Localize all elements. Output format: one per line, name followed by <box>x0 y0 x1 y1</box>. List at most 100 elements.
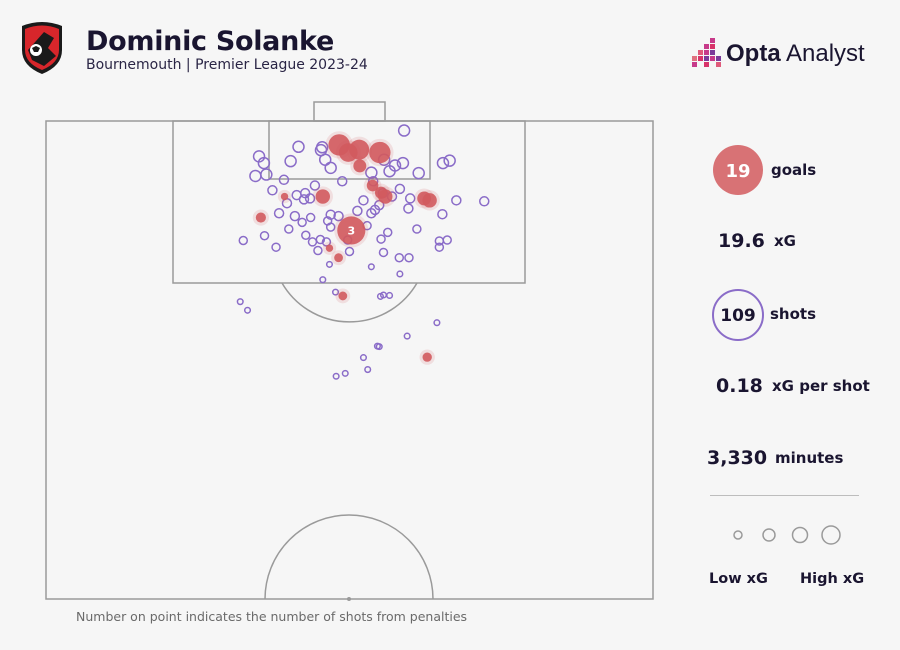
shot-point <box>359 354 368 362</box>
goal-point <box>334 253 343 263</box>
shot-point <box>396 156 410 170</box>
opta-logo-icon <box>692 38 721 67</box>
shot-point <box>271 242 281 252</box>
shot-point <box>297 217 307 228</box>
shot-point <box>451 195 462 206</box>
goal <box>313 101 386 122</box>
shot-point <box>443 154 456 167</box>
goal-point <box>422 352 432 362</box>
shot-point <box>299 187 311 199</box>
player-name: Dominic Solanke <box>86 26 334 57</box>
shot-point <box>325 260 334 268</box>
goal-point <box>369 141 391 164</box>
goal-point <box>378 189 393 204</box>
shot-point <box>375 343 383 351</box>
shot-point <box>394 252 405 263</box>
shot-point <box>249 169 262 183</box>
goal-point <box>353 159 367 173</box>
xg-per-shot-value: 0.18 <box>716 375 763 397</box>
shot-point <box>341 369 349 377</box>
shot-point <box>318 153 332 166</box>
shot-point <box>289 210 301 222</box>
shot-point <box>304 193 316 204</box>
shot-point <box>315 141 329 154</box>
shot-point <box>386 291 394 300</box>
goal-point <box>337 216 366 245</box>
shot-point <box>396 270 404 278</box>
shot-point <box>319 276 327 284</box>
shot-point <box>397 124 411 137</box>
penalty-arc <box>281 282 418 323</box>
shot-point <box>321 237 332 247</box>
footnote: Number on point indicates the number of … <box>76 609 468 624</box>
goal-point <box>255 212 266 223</box>
shot-point <box>307 237 318 247</box>
xg-size-legend <box>733 525 841 545</box>
shots-badge: 109 <box>712 289 764 341</box>
bournemouth-crest-icon <box>22 22 62 74</box>
shot-point <box>315 234 326 245</box>
shot-point <box>412 224 422 234</box>
shot-point <box>404 252 414 263</box>
xg-label: xG <box>774 232 796 250</box>
center-circle <box>264 514 434 600</box>
shot-point <box>378 247 389 258</box>
shot-point <box>367 263 375 271</box>
goals-value: 19 <box>725 161 750 182</box>
shot-point <box>434 242 445 252</box>
center-spot <box>347 597 351 601</box>
shot-point <box>403 332 411 340</box>
shot-point <box>313 245 323 256</box>
shot-point <box>243 306 252 314</box>
shot-point <box>309 180 321 191</box>
shot-point <box>260 168 273 181</box>
goals-badge: 19 <box>713 145 763 195</box>
goal-point <box>338 291 348 301</box>
minutes-value: 3,330 <box>707 447 768 469</box>
shot-point <box>382 227 393 238</box>
shot-point <box>358 195 369 206</box>
goals-label: goals <box>771 161 817 179</box>
legend-circle-large <box>791 526 809 544</box>
shot-point <box>257 156 271 170</box>
shot-point <box>236 298 244 306</box>
legend-low-label: Low xG <box>709 571 768 587</box>
shot-point <box>394 183 406 195</box>
xg-per-shot-label: xG per shot <box>772 377 870 395</box>
shot-point <box>278 174 290 186</box>
shot-point <box>364 366 372 374</box>
penalty-count-label: 3 <box>347 224 355 237</box>
shot-point <box>324 161 337 175</box>
goal-point <box>325 244 334 252</box>
pitch-outline <box>45 120 654 600</box>
shot-point <box>273 208 285 219</box>
shots-value: 109 <box>720 306 756 326</box>
shot-point <box>403 203 414 214</box>
shot-point <box>344 246 355 257</box>
shot-point <box>365 166 378 179</box>
shot-point <box>331 288 340 296</box>
legend-circle-xlarge <box>821 525 841 545</box>
opta-analyst-wordmark: Opta Analyst <box>726 40 865 67</box>
shot-point <box>259 230 270 241</box>
shot-point <box>325 222 336 232</box>
shot-point <box>284 224 294 234</box>
shot-point <box>442 235 452 245</box>
shot-point <box>305 212 316 223</box>
shot-point <box>301 230 311 240</box>
goal-point <box>338 143 358 162</box>
xg-value: 19.6 <box>718 230 765 252</box>
shot-point <box>376 234 386 244</box>
shot-point <box>369 204 381 216</box>
shot-point <box>284 154 297 168</box>
pitch-lines <box>45 101 654 600</box>
shot-point <box>332 372 340 380</box>
goal-point <box>280 192 289 201</box>
goal-point <box>366 179 379 192</box>
legend-circle-small <box>733 530 743 540</box>
goal-point <box>422 193 437 208</box>
shot-point <box>292 140 305 154</box>
shots-label: shots <box>770 305 817 323</box>
shot-point <box>379 291 388 299</box>
